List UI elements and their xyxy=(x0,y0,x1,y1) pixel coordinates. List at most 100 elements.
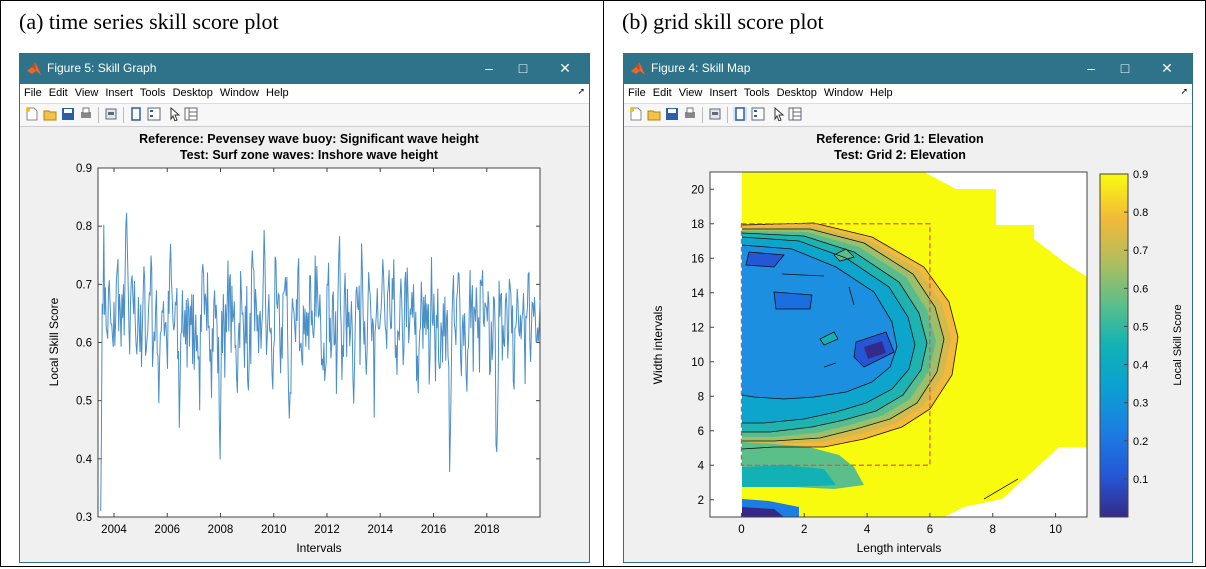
maximize-button-b[interactable]: □ xyxy=(1120,60,1130,76)
menu-window-a[interactable]: Window xyxy=(219,87,260,99)
title-bar-b[interactable]: Figure 4: Skill Map – □ ✕ xyxy=(624,54,1192,84)
menu-tools-b[interactable]: Tools xyxy=(743,87,770,99)
print-icon[interactable] xyxy=(683,107,697,121)
menu-insert-b[interactable]: Insert xyxy=(709,87,737,99)
y-tick-label: 10 xyxy=(691,357,704,369)
menu-help-a[interactable]: Help xyxy=(266,87,289,99)
menu-file-b[interactable]: File xyxy=(628,87,646,99)
y-tick-label: 0.9 xyxy=(76,163,92,175)
menu-tools-a[interactable]: Tools xyxy=(139,87,166,99)
toolbar-separator xyxy=(727,107,728,123)
menu-help-b[interactable]: Help xyxy=(870,87,893,99)
x-axis-label: Length intervals xyxy=(857,541,942,555)
x-tick-label: 2012 xyxy=(314,524,340,536)
x-tick-label: 2010 xyxy=(261,524,287,536)
maximize-button-a[interactable]: □ xyxy=(518,60,528,76)
new-figure-icon[interactable] xyxy=(629,107,643,121)
title-bar-a[interactable]: Figure 5: Skill Graph – □ ✕ xyxy=(20,54,589,84)
property-editor-icon[interactable] xyxy=(184,107,198,121)
x-tick-label: 2008 xyxy=(208,524,234,536)
chart-subtitle: Test: Grid 2: Elevation xyxy=(834,148,966,162)
x-tick-label: 4 xyxy=(864,524,871,536)
colorbar-tick-label: 0.3 xyxy=(1133,398,1148,410)
toolbar-separator xyxy=(98,107,99,123)
open-file-icon[interactable] xyxy=(43,107,57,121)
x-tick-label: 10 xyxy=(1049,524,1062,536)
menu-edit-a[interactable]: Edit xyxy=(48,87,68,99)
window-title-b: Figure 4: Skill Map xyxy=(651,61,751,75)
menu-desktop-b[interactable]: Desktop xyxy=(776,87,817,99)
y-tick-label: 18 xyxy=(691,219,704,231)
property-editor-icon[interactable] xyxy=(788,107,802,121)
new-figure-icon[interactable] xyxy=(25,107,39,121)
contour-level-0.45 xyxy=(820,332,838,345)
y-tick-label: 0.6 xyxy=(76,338,92,350)
minimize-button-b[interactable]: – xyxy=(1087,60,1095,76)
y-tick-label: 12 xyxy=(691,322,704,334)
open-file-icon[interactable] xyxy=(647,107,661,121)
matlab-logo-icon xyxy=(27,62,41,75)
y-tick-label: 20 xyxy=(691,184,704,196)
menu-bar-b: File Edit View Insert Tools Desktop Window Help… xyxy=(624,84,1192,104)
y-tick-label: 6 xyxy=(698,426,704,438)
contour-lines xyxy=(741,222,1019,500)
caption-b: (b) grid skill score plot xyxy=(622,9,824,34)
y-tick-label: 14 xyxy=(691,288,704,300)
menu-desktop-a[interactable]: Desktop xyxy=(172,87,213,99)
menu-file-a[interactable]: File xyxy=(24,87,42,99)
y-axis-label: Width intervals xyxy=(651,306,665,385)
x-tick-label: 2 xyxy=(801,524,807,536)
menu-window-b[interactable]: Window xyxy=(823,87,864,99)
colorbar-tick-label: 0.4 xyxy=(1133,360,1148,372)
menu-view-b[interactable]: View xyxy=(678,87,703,99)
y-tick-label: 0.4 xyxy=(76,454,93,466)
pointer-icon[interactable] xyxy=(168,107,182,121)
close-button-a[interactable]: ✕ xyxy=(559,60,571,76)
x-tick-label: 2006 xyxy=(154,524,180,536)
panel-a: (a) time series skill score plot Figure … xyxy=(0,0,604,567)
x-tick-label: 2016 xyxy=(421,524,447,536)
menu-bar-a: File Edit View Insert Tools Desktop Window Help… xyxy=(20,84,589,104)
y-tick-label: 8 xyxy=(698,391,704,403)
print-preview-icon[interactable] xyxy=(708,107,722,121)
menu-insert-a[interactable]: Insert xyxy=(105,87,133,99)
chart-title: Reference: Grid 1: Elevation xyxy=(816,132,983,146)
panel-b: (b) grid skill score plot Figure 4: Skil… xyxy=(603,0,1206,567)
close-button-b[interactable]: ✕ xyxy=(1161,60,1173,76)
save-icon[interactable] xyxy=(61,107,75,121)
toolbar-a xyxy=(20,104,589,127)
toolbar-separator xyxy=(123,107,124,123)
print-preview-icon[interactable] xyxy=(104,107,118,121)
colorbar-tick-label: 0.1 xyxy=(1133,474,1148,486)
menu-edit-b[interactable]: Edit xyxy=(652,87,672,99)
figure-window-icon[interactable] xyxy=(129,107,143,121)
skill-map-plot[interactable]: Reference: Grid 1: Elevation Test: Grid … xyxy=(624,127,1192,562)
contour-level-0.05 xyxy=(742,507,784,517)
pointer-icon[interactable] xyxy=(772,107,786,121)
y-tick-label: 0.5 xyxy=(76,396,92,408)
x-tick-label: 0 xyxy=(738,524,744,536)
figure-window-icon[interactable] xyxy=(733,107,747,121)
y-tick-label: 0.3 xyxy=(76,512,92,524)
dock-arrow-icon[interactable]: ➚ xyxy=(577,86,585,96)
save-icon[interactable] xyxy=(665,107,679,121)
colorbar xyxy=(1099,173,1129,518)
toolbar-b xyxy=(624,104,1192,127)
minimize-button-a[interactable]: – xyxy=(485,60,493,76)
menu-view-a[interactable]: View xyxy=(74,87,99,99)
skill-graph-plot[interactable]: Reference: Pevensey wave buoy: Significa… xyxy=(20,127,589,562)
print-icon[interactable] xyxy=(79,107,93,121)
legend-icon[interactable] xyxy=(147,107,161,121)
y-tick-label: 2 xyxy=(698,495,704,507)
contour-level-0.2 xyxy=(746,252,784,267)
figure-window-b: Figure 4: Skill Map – □ ✕ File Edit View In… xyxy=(623,53,1193,563)
legend-icon[interactable] xyxy=(751,107,765,121)
contour-level-0.25 xyxy=(774,292,812,309)
colorbar-tick-label: 0.2 xyxy=(1133,436,1148,448)
colorbar-tick-label: 0.6 xyxy=(1133,283,1148,295)
dock-arrow-icon[interactable]: ➚ xyxy=(1180,86,1188,96)
toolbar-separator xyxy=(702,107,703,123)
colorbar-tick-label: 0.8 xyxy=(1133,207,1148,219)
colorbar-tick-label: 0.7 xyxy=(1133,245,1148,257)
caption-a: (a) time series skill score plot xyxy=(19,9,279,34)
